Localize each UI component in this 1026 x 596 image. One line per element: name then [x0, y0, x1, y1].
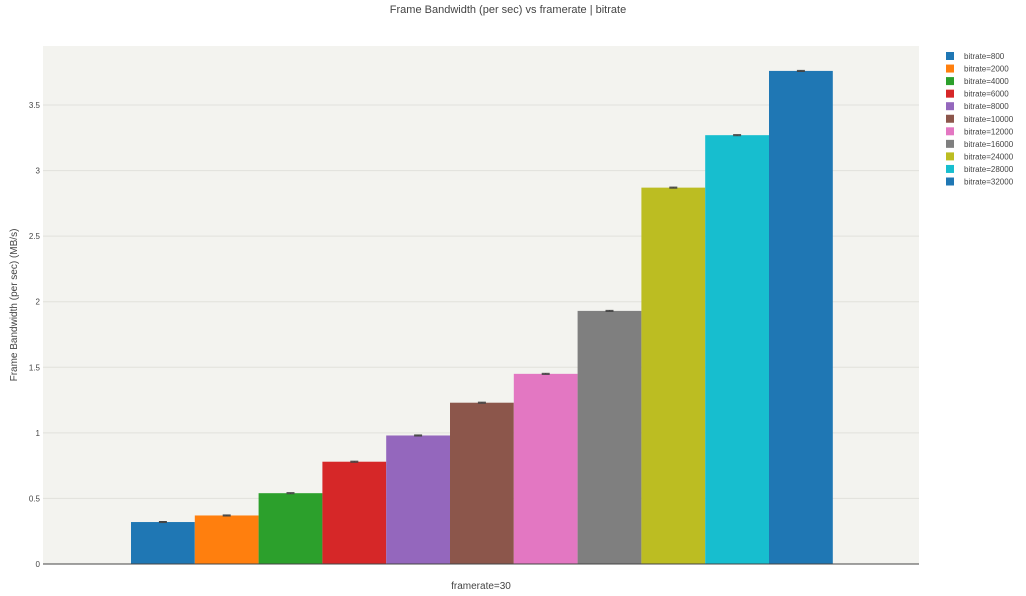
- bar-bitrate-16000[interactable]: [577, 310, 642, 564]
- legend-label: bitrate=16000: [964, 140, 1014, 149]
- bar-bitrate-28000[interactable]: [705, 135, 769, 564]
- legend-item[interactable]: bitrate=2000: [946, 64, 1009, 74]
- y-tick-label: 1: [36, 429, 41, 438]
- bar-bitrate-800[interactable]: [131, 522, 195, 564]
- legend-item[interactable]: bitrate=10000: [946, 114, 1014, 124]
- bars: [131, 70, 833, 565]
- bar-bitrate-8000[interactable]: [386, 435, 450, 564]
- error-bar: [350, 460, 359, 463]
- legend-swatch: [946, 114, 954, 123]
- legend-swatch: [946, 127, 954, 136]
- legend-swatch: [946, 139, 954, 148]
- y-tick-label: 0: [36, 560, 41, 569]
- y-tick-label: 0.5: [29, 494, 41, 503]
- error-bar: [796, 69, 805, 72]
- bar-bitrate-6000[interactable]: [322, 461, 387, 564]
- error-bar: [733, 134, 742, 137]
- y-tick-label: 3.5: [29, 101, 41, 110]
- legend-label: bitrate=800: [964, 52, 1005, 61]
- legend-label: bitrate=10000: [964, 115, 1014, 124]
- legend-label: bitrate=6000: [964, 90, 1009, 99]
- legend-swatch: [946, 89, 954, 98]
- legend-item[interactable]: bitrate=24000: [946, 152, 1014, 161]
- legend-label: bitrate=12000: [964, 127, 1014, 136]
- legend-item[interactable]: bitrate=28000: [946, 164, 1014, 174]
- bar-bitrate-12000[interactable]: [513, 373, 578, 564]
- legend[interactable]: bitrate=800 bitrate=2000 bitrate=4000 bitra…: [946, 52, 1014, 187]
- error-bar: [605, 309, 614, 312]
- x-axis-label: framerate=30: [451, 581, 511, 592]
- legend-label: bitrate=24000: [964, 152, 1014, 161]
- legend-label: bitrate=28000: [964, 165, 1014, 174]
- y-tick-label: 2: [36, 298, 41, 307]
- error-bar: [669, 186, 678, 189]
- legend-swatch: [946, 152, 954, 161]
- bar-bitrate-24000[interactable]: [641, 187, 706, 565]
- legend-item[interactable]: bitrate=8000: [946, 102, 1009, 111]
- error-bar: [477, 401, 486, 404]
- error-bars: [158, 69, 805, 524]
- bar-bitrate-10000[interactable]: [450, 402, 514, 564]
- legend-swatch: [946, 102, 954, 111]
- y-axis-ticks: 0 0.5 1 1.5 2 2.5 3 3.5: [29, 101, 41, 569]
- y-tick-label: 3: [36, 167, 41, 176]
- bar-bitrate-4000[interactable]: [258, 493, 323, 564]
- chart-title: Frame Bandwidth (per sec) vs framerate |…: [390, 4, 626, 16]
- y-tick-label: 2.5: [29, 232, 41, 241]
- error-bar: [414, 434, 423, 437]
- legend-item[interactable]: bitrate=32000: [946, 177, 1014, 187]
- legend-item[interactable]: bitrate=800: [946, 52, 1005, 61]
- y-axis-label: Frame Bandwidth (per sec) (MB/s): [9, 229, 20, 382]
- error-bar: [541, 372, 550, 375]
- legend-label: bitrate=8000: [964, 102, 1009, 111]
- legend-swatch: [946, 177, 954, 186]
- legend-item[interactable]: bitrate=16000: [946, 139, 1014, 149]
- legend-swatch: [946, 52, 954, 60]
- legend-item[interactable]: bitrate=4000: [946, 77, 1009, 86]
- error-bar: [222, 514, 231, 517]
- legend-swatch: [946, 64, 954, 73]
- legend-label: bitrate=32000: [964, 178, 1014, 187]
- legend-swatch: [946, 164, 954, 173]
- legend-swatch: [946, 77, 954, 86]
- error-bar: [286, 492, 295, 495]
- bar-bitrate-32000[interactable]: [769, 70, 833, 565]
- legend-item[interactable]: bitrate=12000: [946, 127, 1014, 136]
- legend-label: bitrate=4000: [964, 77, 1009, 86]
- legend-label: bitrate=2000: [964, 65, 1009, 74]
- y-tick-label: 1.5: [29, 363, 41, 372]
- bar-bitrate-2000[interactable]: [194, 515, 259, 564]
- legend-item[interactable]: bitrate=6000: [946, 89, 1009, 99]
- error-bar: [158, 521, 167, 524]
